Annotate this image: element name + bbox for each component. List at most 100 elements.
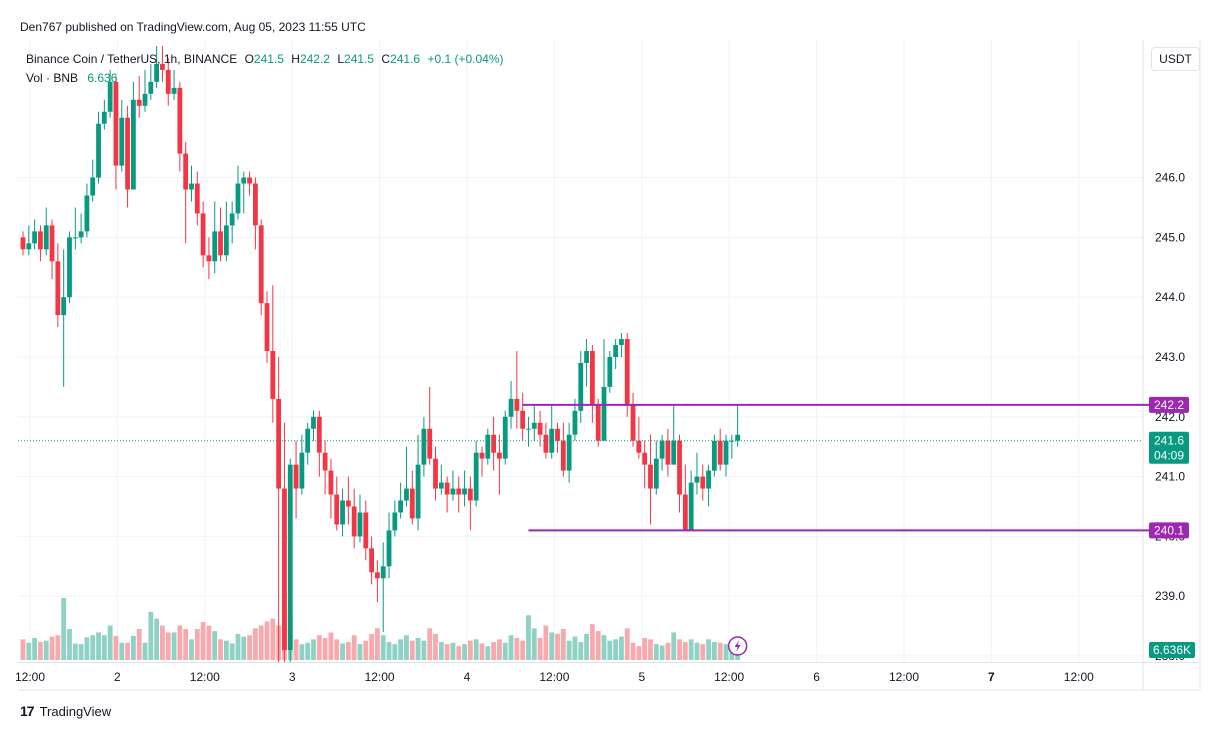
volume-bar [613,639,619,660]
candle-body [78,231,84,238]
volume-bar [130,635,136,660]
volume-bar [688,639,694,660]
candle-body [589,351,595,405]
candle-body [229,213,235,226]
candle-body [148,81,154,94]
volume-bar [456,646,462,660]
volume-bar [636,646,642,660]
x-tick-label: 12:00 [539,670,569,684]
candle-body [38,231,43,250]
currency-button[interactable]: USDT [1151,47,1200,71]
volume-bar [653,644,659,660]
candle-body [514,398,520,411]
candle-body [305,428,311,453]
candle-body [636,440,642,453]
level-price-badge[interactable] [1149,522,1189,539]
tradingview-brand[interactable]: 17 TradingView [20,703,111,719]
candle-body [386,530,392,567]
x-tick-label: 12:00 [365,670,395,684]
candle-body [502,416,508,459]
candle-body [67,237,72,298]
volume-bar [142,642,148,660]
lightning-bolt-icon [734,640,741,652]
candle-body [462,488,467,495]
volume-bar [101,635,107,660]
candle-body [20,237,26,250]
candle-body [61,297,67,316]
candle-body [560,440,566,471]
candle-body [26,243,32,250]
y-tick-label: 242.0 [1155,410,1185,424]
volume-bar [601,635,607,660]
candle-body [130,99,136,190]
volume-bar [531,628,537,660]
volume-bar [433,633,438,660]
candle-body [711,440,717,471]
candle-body [49,225,55,262]
volume-bar [624,628,630,660]
volume-bar [305,642,311,660]
volume-label: Vol · BNB [26,71,79,85]
candle-body [642,452,648,465]
close-label: C [381,52,391,66]
volume-bar [375,628,380,660]
volume-bar [717,642,723,660]
volume-bar [497,639,502,660]
volume-bar [584,633,589,660]
volume-bar [508,635,514,660]
volume-bar [322,637,328,660]
candle-body [282,488,287,651]
candle-body [55,261,61,316]
x-tick-label: 12:00 [714,670,744,684]
candle-body [392,512,398,531]
candle-body [409,488,415,519]
volume-bar [485,646,491,660]
volume-bar [136,629,142,660]
volume-bar [514,637,520,660]
candle-body [72,237,78,239]
high-value: 242.2 [299,52,330,66]
candle-body [194,183,200,214]
volume-bar [171,632,177,660]
x-tick-label: 5 [638,670,645,684]
volume-value: 6.636 [87,71,118,85]
level-price-badge[interactable] [1149,396,1189,413]
candle-body [601,386,607,441]
volume-bar [247,635,252,660]
volume-bar [589,624,595,660]
candle-body [572,410,578,435]
close-value: 241.6 [390,52,421,66]
candle-body [43,225,49,250]
volume-bar [619,636,624,660]
publish-note: Den767 published on TradingView.com, Aug… [20,20,366,34]
candle-body [485,434,491,459]
candle-body [212,231,218,262]
volume-bar [549,632,555,660]
candle-body [700,476,706,489]
candle-body [119,117,125,166]
volume-bar [665,642,671,660]
candle-body [677,440,682,495]
volume-bar [711,642,717,660]
volume-bar [43,640,49,660]
candle-body [160,63,165,70]
volume-bar [154,618,160,660]
low-label: L [337,52,345,66]
volume-bar [351,635,357,660]
volume-bar [595,631,601,660]
tradingview-logo-icon: 17 [20,703,35,719]
volume-bar [421,640,427,660]
volume-bar [96,632,101,660]
volume-bar [32,637,38,660]
candle-body [543,434,549,453]
volume-bar [107,625,113,660]
candle-body [479,452,485,459]
volume-bar [409,640,415,660]
candle-body [96,123,101,178]
volume-bar [270,618,276,660]
volume-bar [659,645,665,660]
candle-body [433,458,438,489]
open-value: 241.5 [253,52,284,66]
y-tick-label: 244.0 [1155,290,1185,304]
